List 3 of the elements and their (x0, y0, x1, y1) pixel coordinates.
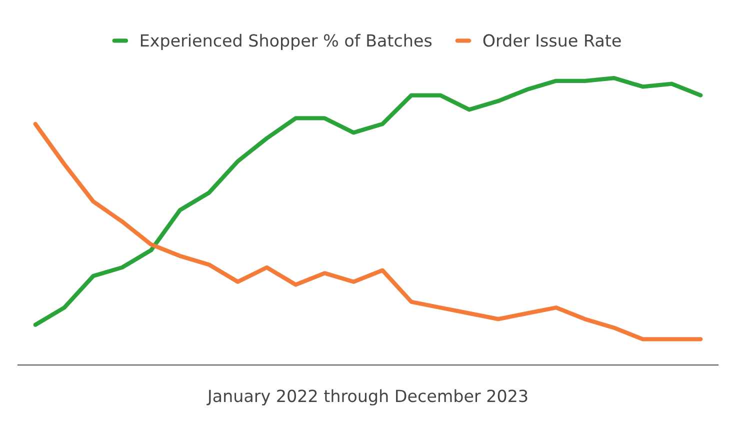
legend-label: Experienced Shopper % of Batches (140, 34, 432, 50)
legend-label: Order Issue Rate (483, 34, 621, 47)
x-axis-title: January 2022 through December 2023 (206, 389, 528, 406)
